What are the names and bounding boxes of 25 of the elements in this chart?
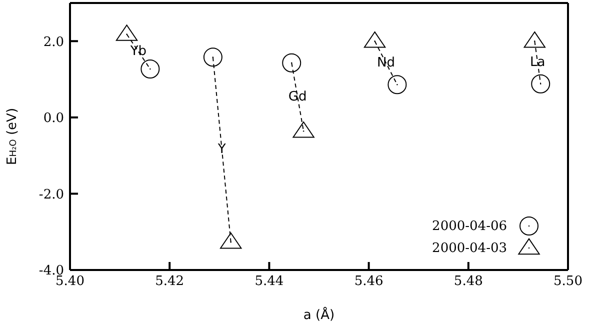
point	[531, 74, 550, 94]
x-tick-label: 5.42	[155, 274, 184, 290]
point	[364, 31, 386, 48]
x-tick-label: 5.48	[454, 274, 483, 290]
x-tick-label: 5.44	[254, 274, 284, 290]
point	[116, 24, 138, 41]
y-tick-label: 2.0	[43, 34, 64, 50]
point	[292, 121, 314, 138]
legend-label: 2000-04-06	[432, 218, 507, 234]
point	[140, 59, 160, 78]
annotation: La	[530, 55, 546, 70]
legend-label: 2000-04-03	[432, 240, 507, 256]
y-tick-label: -2.0	[38, 187, 64, 202]
point	[220, 232, 242, 249]
point	[388, 75, 407, 94]
annotation: Yb	[129, 44, 147, 60]
point	[203, 48, 222, 67]
annotation: Nd	[376, 55, 395, 70]
point	[524, 31, 546, 48]
x-axis-title: a (Å)	[303, 306, 335, 323]
x-tick-label: 5.46	[354, 274, 384, 290]
x-tick-label: 5.50	[554, 274, 582, 290]
point	[282, 53, 302, 72]
y-tick-label: 0.0	[43, 111, 64, 126]
annotation: Gd	[288, 90, 307, 105]
